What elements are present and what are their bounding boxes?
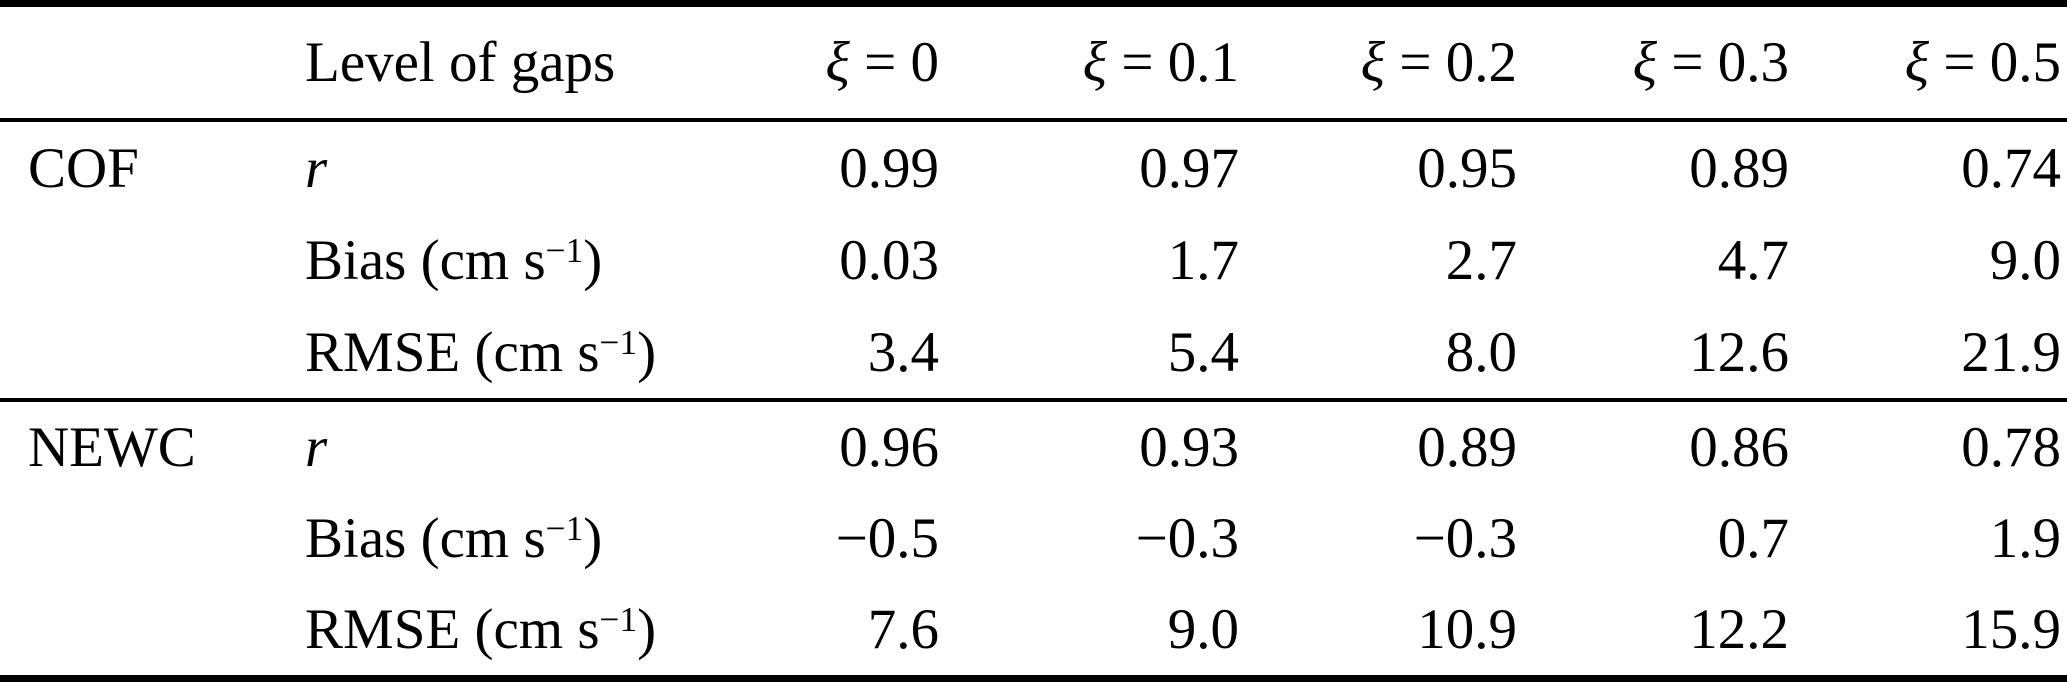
table-top-rule xyxy=(0,0,2067,7)
xi-symbol: ξ xyxy=(825,31,850,94)
metric-unit-pre: (cm s xyxy=(460,320,600,384)
metric-unit-post: ) xyxy=(637,598,657,661)
xi-symbol: ξ xyxy=(1904,31,1930,94)
metric-unit-pre: (cm s xyxy=(406,507,546,570)
metric-unit-pre: (cm s xyxy=(460,598,600,661)
header-xi-0.2: ξ = 0.2 xyxy=(1245,30,1523,95)
table-row-cof-r: COF r 0.99 0.97 0.95 0.89 0.74 xyxy=(0,122,2067,214)
table-header-row: Level of gaps ξ = 0 ξ = 0.1 ξ = 0.2 ξ = … xyxy=(0,7,2067,118)
table-row-newc-bias: Bias (cm s−1) −0.5 −0.3 −0.3 0.7 1.9 xyxy=(0,493,2067,584)
value-cell: 0.74 xyxy=(1961,136,2061,200)
metric-unit-post: ) xyxy=(583,507,603,570)
row-metric-label: RMSE (cm s−1) xyxy=(270,320,770,385)
metric-unit-exponent: −1 xyxy=(599,600,638,640)
header-level-of-gaps: Level of gaps xyxy=(305,31,616,94)
value-cell: 8.0 xyxy=(1445,320,1517,384)
value-cell: 15.9 xyxy=(1961,598,2061,661)
header-divider-rule xyxy=(0,118,2067,122)
metric-unit-pre: (cm s xyxy=(406,228,546,292)
row-group-label: COF xyxy=(28,136,139,200)
table-row-cof-rmse: RMSE (cm s−1) 3.4 5.4 8.0 12.6 21.9 xyxy=(0,306,2067,398)
value-cell: 9.0 xyxy=(1989,228,2061,292)
value-cell: 0.96 xyxy=(839,416,939,479)
row-metric-label: Bias (cm s−1) xyxy=(270,228,770,293)
value-cell: 4.7 xyxy=(1717,228,1789,292)
row-group-label: NEWC xyxy=(28,416,196,479)
value-cell: 21.9 xyxy=(1961,320,2061,384)
row-metric-label: Bias (cm s−1) xyxy=(270,506,770,571)
xi-symbol: ξ xyxy=(1360,31,1386,94)
metric-unit-exponent: −1 xyxy=(599,322,638,362)
value-cell: 0.97 xyxy=(1139,136,1239,200)
value-cell: 1.7 xyxy=(1167,228,1239,292)
value-cell: 0.99 xyxy=(839,136,939,200)
xi-value: = 0.5 xyxy=(1929,31,2061,94)
table-row-newc-r: NEWC r 0.96 0.93 0.89 0.86 0.78 xyxy=(0,402,2067,493)
cof-block: COF r 0.99 0.97 0.95 0.89 0.74 Bias (cm … xyxy=(0,122,2067,398)
row-metric-label: r xyxy=(270,136,770,201)
xi-symbol: ξ xyxy=(1632,31,1658,94)
header-xi-0: ξ = 0 xyxy=(770,30,945,95)
metric-name: RMSE xyxy=(305,598,461,661)
value-cell: 0.78 xyxy=(1961,416,2061,479)
header-xi-0.1: ξ = 0.1 xyxy=(945,30,1245,95)
metric-unit-post: ) xyxy=(637,320,657,384)
value-cell: 1.9 xyxy=(1989,507,2061,570)
value-cell: 2.7 xyxy=(1445,228,1517,292)
xi-value: = 0.3 xyxy=(1657,31,1789,94)
value-cell: 0.93 xyxy=(1139,416,1239,479)
metric-name: RMSE xyxy=(305,320,461,384)
metric-name: Bias xyxy=(305,228,407,292)
value-cell: 0.03 xyxy=(839,228,939,292)
value-cell: 10.9 xyxy=(1417,598,1517,661)
block-divider-rule xyxy=(0,398,2067,402)
value-cell: 7.6 xyxy=(867,598,939,661)
value-cell: 9.0 xyxy=(1167,598,1239,661)
value-cell: 12.6 xyxy=(1689,320,1789,384)
metric-name: r xyxy=(305,136,328,200)
row-metric-label: RMSE (cm s−1) xyxy=(270,597,770,662)
value-cell: 0.7 xyxy=(1717,507,1789,570)
value-cell: 0.89 xyxy=(1689,136,1789,200)
value-cell: 0.86 xyxy=(1689,416,1789,479)
metric-name: Bias xyxy=(305,507,407,570)
value-cell: −0.3 xyxy=(1135,507,1239,570)
table-bottom-rule xyxy=(0,675,2067,682)
header-xi-0.5: ξ = 0.5 xyxy=(1795,30,2067,95)
newc-block: NEWC r 0.96 0.93 0.89 0.86 0.78 Bias (cm… xyxy=(0,402,2067,675)
header-xi-0.3: ξ = 0.3 xyxy=(1523,30,1795,95)
xi-value: = 0 xyxy=(849,31,939,94)
value-cell: 0.95 xyxy=(1417,136,1517,200)
value-cell: 5.4 xyxy=(1167,320,1239,384)
value-cell: −0.5 xyxy=(835,507,939,570)
value-cell: −0.3 xyxy=(1413,507,1517,570)
value-cell: 0.89 xyxy=(1417,416,1517,479)
metric-unit-post: ) xyxy=(583,228,603,292)
xi-value: = 0.2 xyxy=(1385,31,1517,94)
metric-name: r xyxy=(305,416,328,479)
metric-unit-exponent: −1 xyxy=(545,509,584,549)
value-cell: 3.4 xyxy=(867,320,939,384)
table-row-newc-rmse: RMSE (cm s−1) 7.6 9.0 10.9 12.2 15.9 xyxy=(0,584,2067,675)
table-row-cof-bias: Bias (cm s−1) 0.03 1.7 2.7 4.7 9.0 xyxy=(0,214,2067,306)
xi-symbol: ξ xyxy=(1082,31,1108,94)
xi-value: = 0.1 xyxy=(1107,31,1239,94)
row-metric-label: r xyxy=(270,415,770,480)
metric-unit-exponent: −1 xyxy=(545,230,584,270)
value-cell: 12.2 xyxy=(1689,598,1789,661)
